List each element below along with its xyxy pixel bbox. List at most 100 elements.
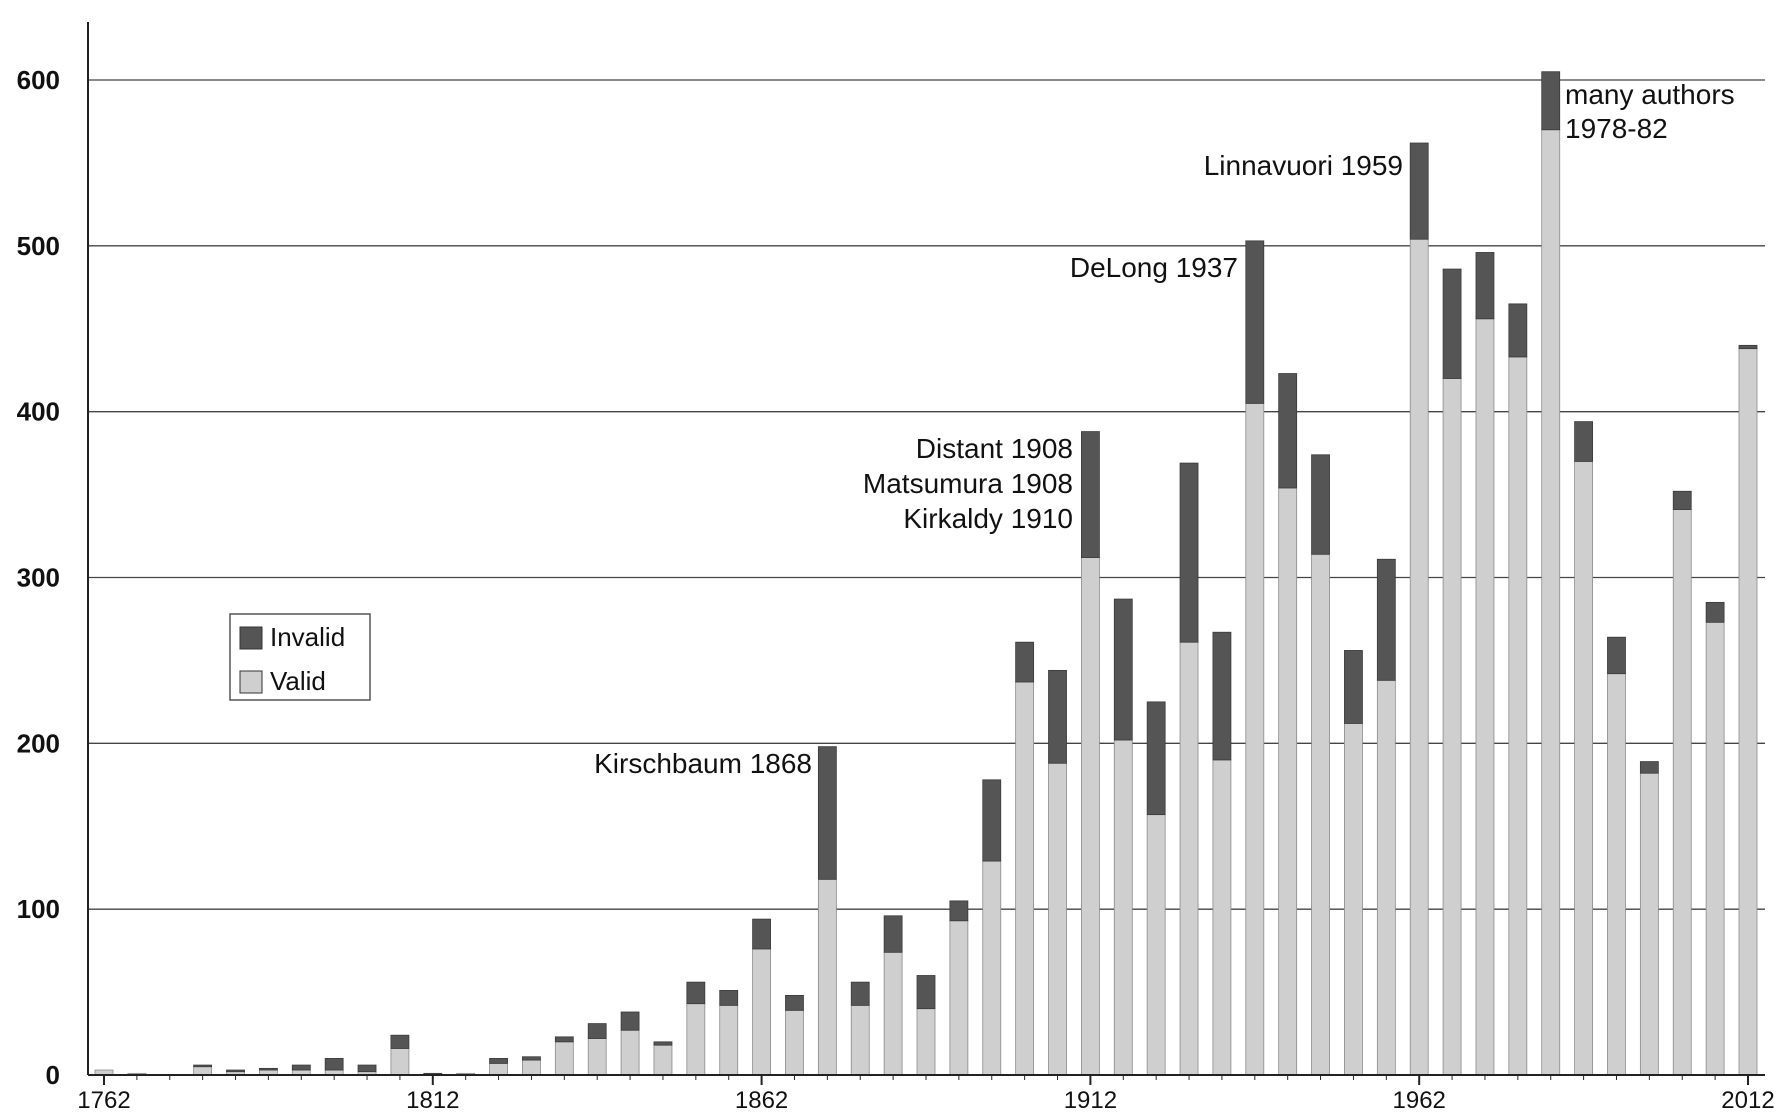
bar-invalid bbox=[982, 779, 1002, 862]
annotation-many-authors: many authors bbox=[1565, 79, 1735, 110]
bar-invalid bbox=[1113, 598, 1133, 741]
bar-valid bbox=[817, 878, 837, 1076]
x-tick-label: 1862 bbox=[735, 1087, 788, 1113]
bar-invalid bbox=[752, 918, 771, 950]
bar-valid bbox=[982, 860, 1002, 1076]
bar-invalid bbox=[653, 1041, 673, 1046]
bar-valid bbox=[1607, 673, 1626, 1076]
x-tick-label: 1962 bbox=[1393, 1087, 1446, 1113]
bar-invalid bbox=[785, 995, 804, 1011]
annotation-kirkaldy: Kirkaldy 1910 bbox=[903, 503, 1073, 534]
annotation-kirschbaum: Kirschbaum 1868 bbox=[594, 748, 812, 779]
bar-invalid bbox=[719, 990, 739, 1006]
bar-valid bbox=[1541, 129, 1561, 1076]
bar-invalid bbox=[1245, 240, 1265, 404]
bar-invalid bbox=[1705, 601, 1725, 623]
bar-invalid bbox=[258, 1067, 278, 1071]
bar-valid bbox=[193, 1066, 213, 1076]
x-tick-label: 1762 bbox=[77, 1087, 130, 1113]
bar-invalid bbox=[1179, 462, 1199, 643]
bar-valid bbox=[850, 1004, 870, 1076]
bar-valid bbox=[883, 951, 903, 1076]
bar-valid bbox=[1475, 318, 1495, 1076]
bar-invalid bbox=[390, 1034, 410, 1049]
bar-valid bbox=[686, 1003, 706, 1076]
bar-valid bbox=[1409, 238, 1429, 1076]
legend-swatch-valid bbox=[239, 670, 263, 694]
annotations: Kirschbaum 1868 Distant 1908 Matsumura 1… bbox=[594, 79, 1735, 779]
bar-invalid bbox=[1574, 421, 1593, 462]
bar-valid bbox=[1639, 772, 1659, 1076]
bar-invalid bbox=[1081, 431, 1100, 559]
bar-invalid bbox=[357, 1064, 377, 1073]
bar-valid bbox=[949, 920, 969, 1076]
bar-valid bbox=[390, 1048, 410, 1076]
bar-invalid bbox=[1212, 631, 1232, 761]
bar-valid bbox=[752, 948, 771, 1076]
x-tick-label: 1812 bbox=[406, 1087, 459, 1113]
bar-valid bbox=[1113, 739, 1133, 1076]
annotation-delong: DeLong 1937 bbox=[1070, 252, 1238, 283]
bar-invalid bbox=[1344, 650, 1363, 724]
bar-valid bbox=[785, 1009, 804, 1076]
bar-invalid bbox=[1048, 669, 1067, 764]
bar-invalid bbox=[883, 915, 903, 953]
bar-valid bbox=[1212, 759, 1232, 1076]
bar-valid bbox=[1245, 402, 1265, 1076]
x-tick-labels: 1762 1812 1862 1912 1962 2012 bbox=[77, 1087, 1774, 1113]
bar-invalid bbox=[1639, 761, 1659, 774]
bar-valid bbox=[1376, 679, 1396, 1076]
bar-invalid bbox=[620, 1011, 640, 1031]
annotation-many-authors-years: 1978-82 bbox=[1565, 113, 1668, 144]
bar-invalid bbox=[1278, 373, 1298, 489]
bar-valid bbox=[1672, 509, 1692, 1076]
bar-valid bbox=[1311, 553, 1330, 1076]
y-tick-label: 0 bbox=[46, 1060, 60, 1090]
bar-valid bbox=[1442, 378, 1462, 1076]
y-tick-label: 200 bbox=[17, 728, 60, 758]
bar-valid bbox=[719, 1004, 739, 1076]
bar-invalid bbox=[949, 900, 969, 922]
bar-valid bbox=[587, 1038, 607, 1076]
bar-invalid bbox=[1672, 490, 1692, 510]
bar-valid bbox=[916, 1008, 936, 1076]
bar-invalid bbox=[324, 1058, 344, 1071]
bar-valid bbox=[1574, 461, 1593, 1076]
bar-valid bbox=[522, 1059, 541, 1076]
legend-swatch-invalid bbox=[239, 626, 263, 650]
bar-invalid bbox=[1607, 636, 1626, 675]
bar-valid bbox=[1048, 762, 1067, 1076]
legend-label-valid: Valid bbox=[270, 666, 326, 696]
bar-invalid bbox=[1541, 71, 1561, 131]
bar-valid bbox=[1146, 814, 1166, 1076]
bar-valid bbox=[1278, 487, 1298, 1076]
legend-label-invalid: Invalid bbox=[270, 622, 345, 652]
annotation-linnavuori: Linnavuori 1959 bbox=[1204, 150, 1403, 181]
y-tick-label: 300 bbox=[17, 563, 60, 593]
bar-valid bbox=[1344, 723, 1363, 1076]
bar-invalid bbox=[1738, 344, 1758, 350]
bars bbox=[94, 71, 1758, 1076]
bar-valid bbox=[653, 1044, 673, 1076]
bar-valid bbox=[1179, 641, 1199, 1076]
bar-valid bbox=[554, 1041, 574, 1076]
x-tick-label: 1912 bbox=[1064, 1087, 1117, 1113]
bar-valid bbox=[1705, 621, 1725, 1076]
bar-invalid bbox=[1146, 701, 1166, 816]
y-tick-label: 500 bbox=[17, 231, 60, 261]
bar-invalid bbox=[522, 1056, 541, 1061]
bar-valid bbox=[489, 1062, 508, 1076]
bar-invalid bbox=[554, 1036, 574, 1043]
bar-invalid bbox=[587, 1023, 607, 1039]
bar-valid bbox=[620, 1029, 640, 1076]
bar-invalid bbox=[817, 746, 837, 880]
bar-invalid bbox=[1475, 252, 1495, 320]
bar-invalid bbox=[850, 981, 870, 1006]
bar-invalid bbox=[226, 1069, 245, 1073]
bar-invalid bbox=[1376, 558, 1396, 681]
y-tick-label: 400 bbox=[17, 397, 60, 427]
annotation-matsumura: Matsumura 1908 bbox=[863, 468, 1073, 499]
bar-invalid bbox=[1015, 641, 1035, 683]
bar-valid bbox=[1015, 681, 1035, 1076]
